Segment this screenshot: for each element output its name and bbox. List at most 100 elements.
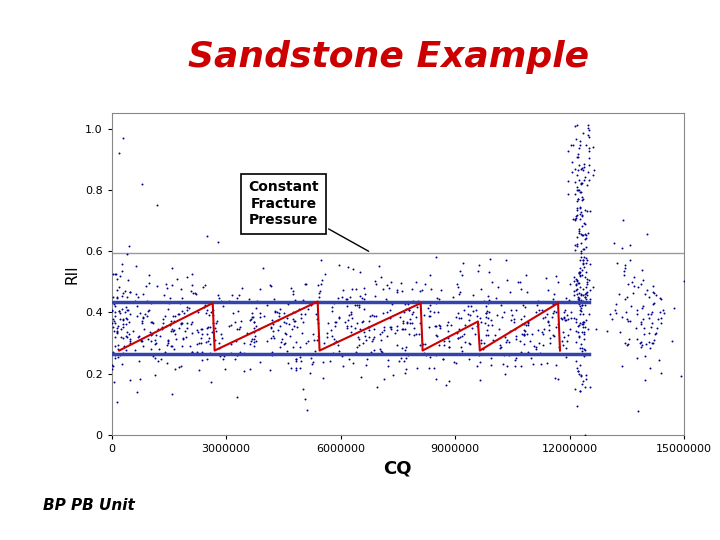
Point [305, 368, 316, 377]
Point [312, 332, 324, 341]
Point [573, 269, 585, 278]
Point [480, 313, 492, 322]
Point [567, 140, 579, 149]
Point [288, 317, 300, 326]
Point [192, 328, 204, 337]
Point [414, 341, 426, 350]
Point [574, 320, 585, 329]
Point [580, 375, 592, 384]
Point [278, 340, 289, 349]
Point [250, 322, 261, 330]
Point [458, 305, 469, 314]
Point [107, 292, 119, 301]
Point [533, 339, 544, 347]
Point [362, 323, 374, 332]
Point [485, 360, 497, 369]
Point [655, 295, 667, 303]
Point [150, 335, 161, 344]
Point [132, 293, 144, 301]
Point [291, 322, 302, 331]
Point [428, 307, 439, 316]
Point [477, 345, 489, 354]
Point [620, 260, 631, 269]
Point [120, 314, 132, 323]
Point [643, 329, 654, 338]
Point [237, 284, 248, 293]
Point [435, 286, 446, 294]
Point [207, 306, 218, 314]
Point [578, 245, 590, 253]
Point [248, 318, 259, 327]
Point [572, 153, 584, 161]
Point [416, 286, 428, 294]
Point [346, 308, 357, 316]
Point [482, 314, 494, 323]
Point [570, 246, 581, 255]
Point [463, 316, 474, 325]
Point [571, 233, 582, 241]
Point [165, 293, 176, 302]
Point [579, 230, 590, 239]
Point [519, 326, 531, 335]
Point [248, 328, 260, 336]
Point [258, 312, 270, 320]
Point [575, 289, 587, 298]
Point [378, 326, 390, 334]
Point [178, 308, 189, 317]
Point [125, 337, 136, 346]
Point [123, 242, 135, 251]
Point [343, 311, 355, 320]
Point [518, 312, 530, 320]
Point [297, 384, 309, 393]
Point [561, 343, 572, 352]
Point [642, 286, 653, 294]
Point [121, 320, 132, 328]
Point [482, 307, 493, 316]
Point [476, 285, 487, 293]
Point [371, 383, 382, 391]
Point [582, 168, 594, 177]
Point [186, 348, 198, 356]
Point [474, 318, 486, 327]
Point [568, 291, 580, 300]
Point [537, 330, 549, 339]
Point [575, 296, 586, 305]
Point [570, 318, 582, 326]
Point [639, 289, 651, 298]
Point [575, 387, 586, 396]
Point [112, 353, 124, 362]
Point [108, 327, 120, 336]
Point [571, 183, 582, 192]
Point [300, 339, 311, 347]
Point [392, 326, 403, 334]
Point [169, 312, 181, 320]
Point [346, 322, 357, 330]
Point [168, 345, 180, 354]
Point [425, 307, 436, 315]
Point [637, 302, 649, 310]
Point [281, 347, 292, 355]
Point [225, 320, 237, 329]
Point [344, 292, 356, 301]
Point [113, 306, 125, 315]
Point [134, 332, 145, 341]
Point [117, 323, 129, 332]
Point [140, 282, 152, 291]
Point [538, 341, 549, 349]
Point [495, 300, 507, 309]
Point [354, 325, 366, 333]
Point [667, 303, 679, 312]
Point [585, 295, 596, 304]
Point [312, 314, 323, 323]
Point [574, 268, 585, 276]
Point [274, 343, 286, 352]
Point [608, 238, 620, 247]
Point [535, 360, 546, 369]
Point [636, 343, 647, 352]
Point [188, 288, 199, 297]
Point [197, 329, 208, 338]
Point [201, 305, 212, 314]
Point [582, 228, 594, 237]
Point [520, 321, 531, 329]
Point [626, 302, 637, 310]
